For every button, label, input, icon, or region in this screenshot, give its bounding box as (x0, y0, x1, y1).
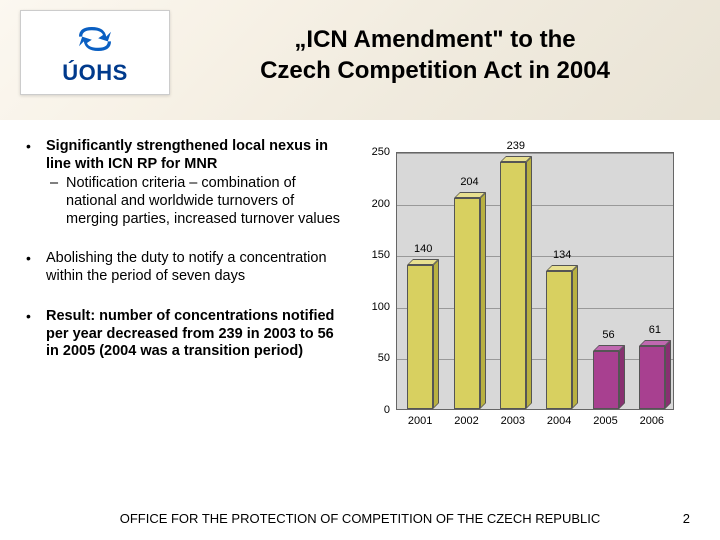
title-line-1: „ICN Amendment" to the (294, 26, 575, 53)
chart-x-tick: 2004 (539, 415, 579, 427)
chart-bar-value: 61 (635, 324, 675, 336)
bullet-3: Result: number of concentrations notifie… (20, 308, 346, 361)
chart-bar-value: 56 (589, 329, 629, 341)
chart-bar-value: 134 (542, 249, 582, 261)
bullet-2: Abolishing the duty to notify a concentr… (20, 250, 346, 285)
header: ÚOHS „ICN Amendment" to the Czech Compet… (0, 0, 720, 120)
chart-bar-side (665, 340, 671, 409)
bullet-3-text: Result: number of concentrations notifie… (46, 308, 334, 359)
chart-gridline (397, 153, 673, 154)
chart-column: 1402001204200223920031342004562005612006… (358, 138, 700, 442)
chart-x-tick: 2006 (632, 415, 672, 427)
chart-bar-value: 140 (403, 243, 443, 255)
bullet-1-lead: Significantly strengthened local nexus i… (46, 138, 328, 172)
content-area: Significantly strengthened local nexus i… (0, 120, 720, 442)
logo-swirl-icon (71, 20, 119, 58)
chart-plot-area: 1402001204200223920031342004562005612006 (396, 152, 674, 410)
chart-gridline (397, 205, 673, 206)
chart-bar (639, 346, 665, 409)
footer-text: OFFICE FOR THE PROTECTION OF COMPETITION… (0, 511, 720, 526)
bullet-column: Significantly strengthened local nexus i… (20, 138, 358, 442)
logo-text: ÚOHS (62, 60, 128, 86)
page-number: 2 (683, 511, 690, 526)
chart-y-tick: 0 (358, 404, 390, 416)
chart-bar-value: 204 (450, 176, 490, 188)
bullet-1-sub-1: Notification criteria – combination of n… (46, 175, 346, 228)
chart-y-tick: 200 (358, 198, 390, 210)
chart-bar (407, 265, 433, 409)
chart-bar-side (433, 259, 439, 409)
chart-x-tick: 2002 (447, 415, 487, 427)
chart-bar (500, 162, 526, 409)
chart-bar-top (407, 259, 439, 265)
chart-x-tick: 2001 (400, 415, 440, 427)
concentrations-chart: 1402001204200223920031342004562005612006… (358, 142, 688, 442)
chart-bar-side (480, 192, 486, 409)
chart-x-tick: 2003 (493, 415, 533, 427)
chart-bar-value: 239 (496, 140, 536, 152)
bullet-1: Significantly strengthened local nexus i… (20, 138, 346, 228)
chart-bar-side (572, 265, 578, 409)
chart-y-tick: 150 (358, 249, 390, 261)
chart-bar (546, 271, 572, 409)
title-line-2: Czech Competition Act in 2004 (260, 57, 610, 84)
chart-x-tick: 2005 (586, 415, 626, 427)
chart-bar (454, 198, 480, 409)
logo: ÚOHS (20, 10, 170, 95)
chart-y-tick: 250 (358, 146, 390, 158)
page-title: „ICN Amendment" to the Czech Competition… (170, 10, 700, 86)
chart-y-tick: 100 (358, 301, 390, 313)
chart-bar (593, 351, 619, 409)
chart-bar-side (526, 156, 532, 409)
chart-bar-side (619, 345, 625, 409)
chart-gridline (397, 256, 673, 257)
chart-y-tick: 50 (358, 352, 390, 364)
